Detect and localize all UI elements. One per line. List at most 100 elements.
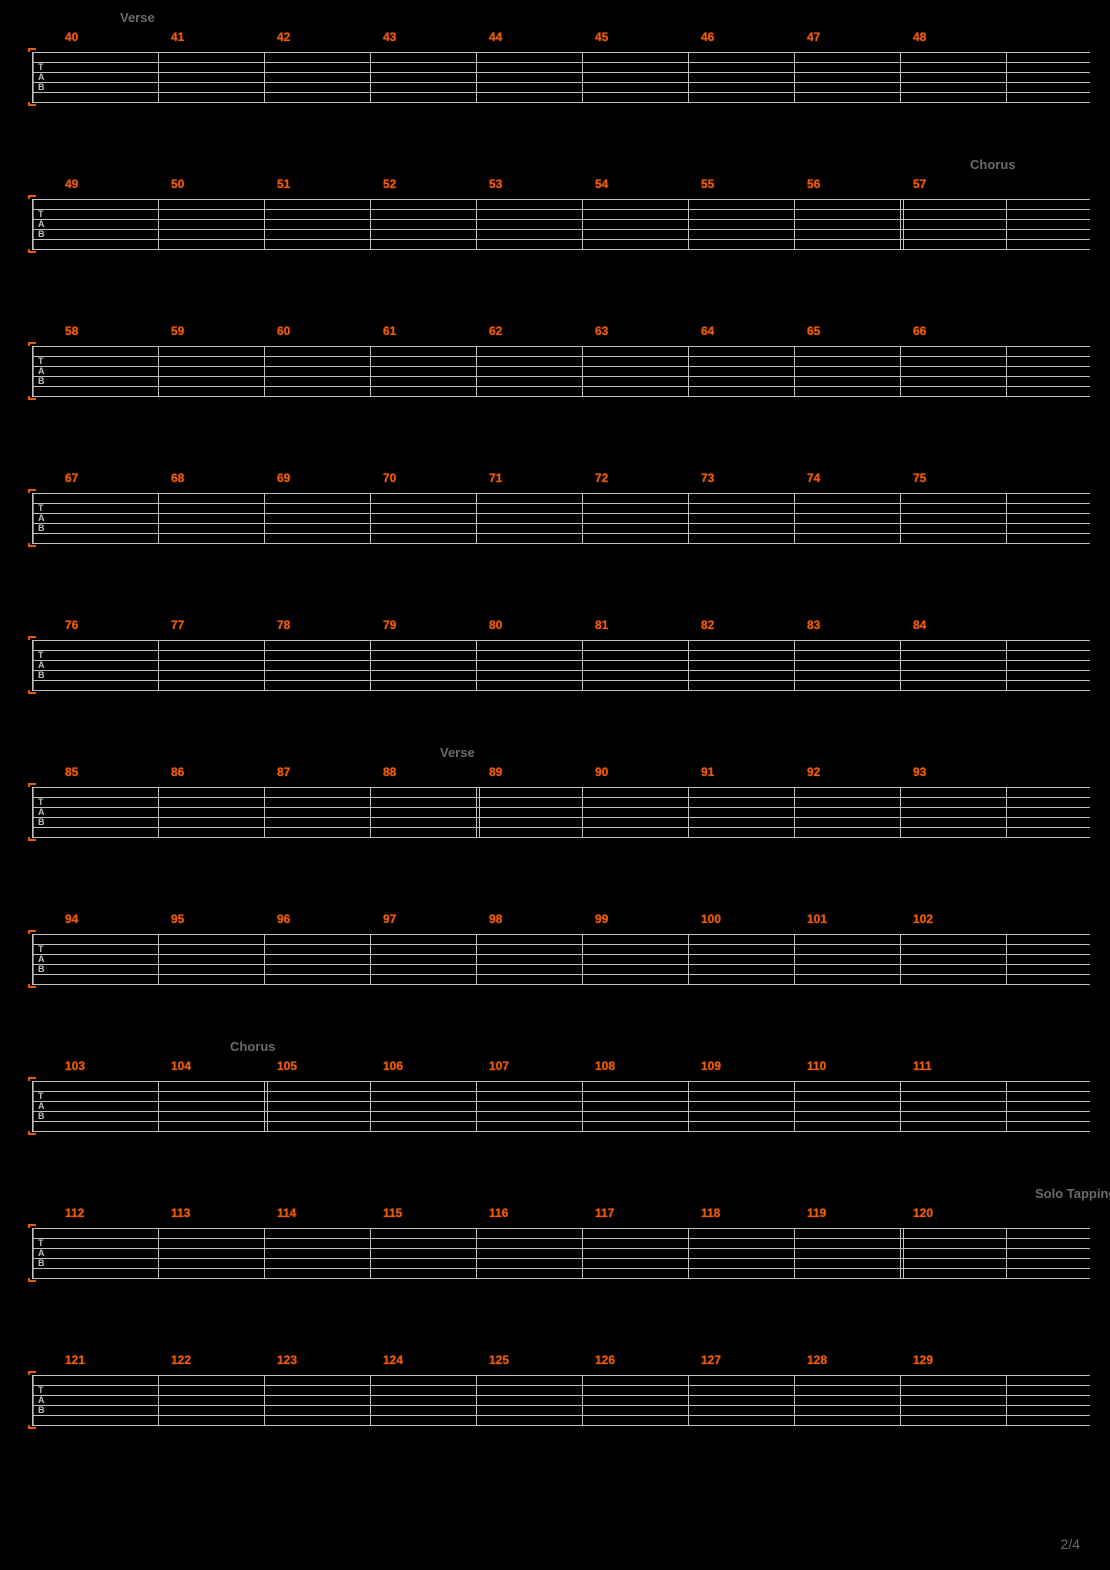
string-line [32,797,1090,798]
tab-row: 949596979899100101102TAB [20,912,1090,1007]
string-line [32,62,1090,63]
measure-number: 60 [277,324,290,338]
barline [794,934,795,984]
measure-number: 77 [171,618,184,632]
string-line [32,984,1090,985]
tab-staff: TAB [32,52,1090,102]
measure-number: 88 [383,765,396,779]
barline [794,1375,795,1425]
string-line [32,1111,1090,1112]
measure-number: 120 [913,1206,933,1220]
string-line [32,1395,1090,1396]
tab-staff: TAB [32,1081,1090,1131]
measure-number: 91 [701,765,714,779]
barline [476,640,477,690]
barline [476,346,477,396]
measure-number: 54 [595,177,608,191]
string-line [32,493,1090,494]
measure-number: 59 [171,324,184,338]
tab-letter: B [38,82,45,92]
tab-row: Chorus495051525354555657TAB [20,177,1090,272]
tab-letter: B [38,523,45,533]
tab-row: 767778798081828384TAB [20,618,1090,713]
barline [688,493,689,543]
tab-letters: TAB [38,209,45,239]
barline [32,934,33,984]
tab-letter: T [38,1238,45,1248]
measure-number: 129 [913,1353,933,1367]
measure-number: 107 [489,1059,509,1073]
measure-number: 49 [65,177,78,191]
tab-letter: A [38,954,45,964]
barline [476,493,477,543]
tab-letter: A [38,219,45,229]
barline [1006,199,1007,249]
string-line [32,1101,1090,1102]
measure-number: 72 [595,471,608,485]
tab-letter: B [38,229,45,239]
string-line [32,376,1090,377]
string-line [32,1238,1090,1239]
string-line [32,827,1090,828]
tab-letter: T [38,1385,45,1395]
string-line [32,229,1090,230]
measure-number: 79 [383,618,396,632]
string-line [32,944,1090,945]
tab-letters: TAB [38,356,45,386]
page-number: 2/4 [1061,1536,1080,1552]
barline [900,1081,901,1131]
string-line [32,543,1090,544]
barline [1006,493,1007,543]
measure-number: 106 [383,1059,403,1073]
tab-row: Solo Tapping112113114115116117118119120T… [20,1206,1090,1301]
string-line [32,817,1090,818]
measure-number: 44 [489,30,502,44]
string-line [32,52,1090,53]
tab-letter: B [38,1405,45,1415]
measure-number: 74 [807,471,820,485]
measure-number: 67 [65,471,78,485]
tab-letter: A [38,1395,45,1405]
measure-number: 52 [383,177,396,191]
barline [158,640,159,690]
string-line [32,1248,1090,1249]
measure-number: 111 [913,1059,932,1073]
tab-letters: TAB [38,1238,45,1268]
tab-letter: B [38,817,45,827]
string-line [32,690,1090,691]
tab-row: Verse858687888990919293TAB [20,765,1090,860]
string-line [32,346,1090,347]
measure-number: 42 [277,30,290,44]
barline [1006,1228,1007,1278]
string-line [32,1375,1090,1376]
string-line [32,837,1090,838]
measure-number: 86 [171,765,184,779]
barline [476,934,477,984]
barline [794,1228,795,1278]
measure-number: 98 [489,912,502,926]
measure-number: 56 [807,177,820,191]
tab-letter: T [38,1091,45,1101]
measure-number: 50 [171,177,184,191]
string-line [32,1131,1090,1132]
tab-letter: T [38,62,45,72]
string-line [32,523,1090,524]
barline [476,1375,477,1425]
tab-letters: TAB [38,62,45,92]
measure-number: 97 [383,912,396,926]
barline [794,787,795,837]
barline [900,493,901,543]
measure-number: 45 [595,30,608,44]
tab-staff: TAB [32,640,1090,690]
string-line [32,356,1090,357]
string-line [32,533,1090,534]
measure-number: 119 [807,1206,826,1220]
barline [688,640,689,690]
section-label: Verse [440,745,475,760]
measure-number: 118 [701,1206,720,1220]
barline [370,1081,371,1131]
string-line [32,1415,1090,1416]
barline [476,52,477,102]
barline [582,1228,583,1278]
tab-staff: TAB [32,346,1090,396]
